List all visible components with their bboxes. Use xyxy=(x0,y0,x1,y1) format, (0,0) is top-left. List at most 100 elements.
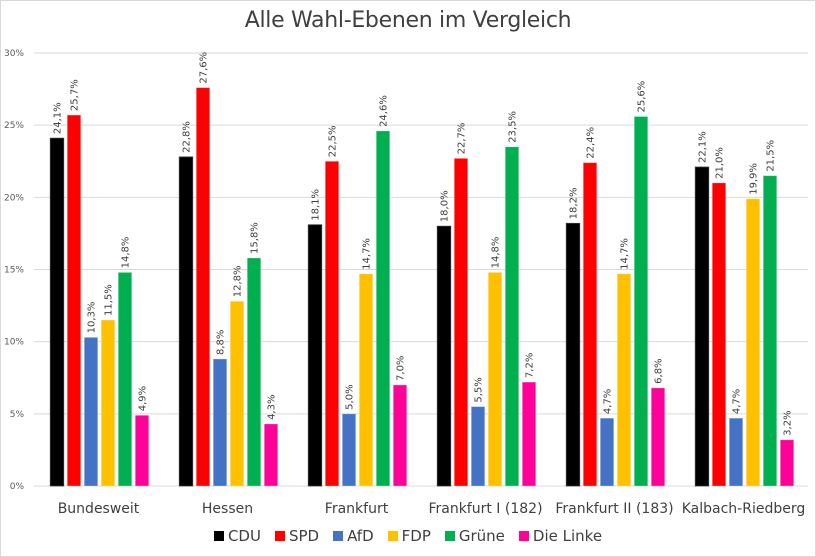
bar-fdp xyxy=(358,273,374,487)
legend-swatch xyxy=(387,531,398,541)
data-label: 18,2% xyxy=(569,188,580,220)
bar-die-linke xyxy=(779,439,795,487)
legend-label: Grüne xyxy=(458,527,505,545)
data-label: 22,1% xyxy=(698,131,709,163)
data-label: 4,3% xyxy=(267,395,278,420)
chart-legend: CDU SPD AfD FDP Grüne Die Linke xyxy=(0,527,816,545)
data-label: 8,8% xyxy=(216,330,227,355)
data-label: 19,9% xyxy=(749,163,760,195)
data-label: 24,1% xyxy=(53,102,64,134)
legend-item: Grüne xyxy=(444,527,505,545)
bar-fdp xyxy=(616,273,632,487)
data-label: 6,8% xyxy=(654,358,665,383)
data-label: 22,5% xyxy=(328,125,339,157)
legend-item: SPD xyxy=(274,527,320,545)
bar-spd xyxy=(711,182,727,487)
data-label: 21,0% xyxy=(715,147,726,179)
data-label: 24,6% xyxy=(379,95,390,127)
chart-title: Alle Wahl-Ebenen im Vergleich xyxy=(244,8,572,33)
data-label: 14,7% xyxy=(362,238,373,270)
bar-afd xyxy=(599,417,615,487)
legend-item: Die Linke xyxy=(518,527,603,545)
bar-afd xyxy=(728,417,744,487)
data-label: 3,2% xyxy=(783,410,794,435)
bar-cdu xyxy=(694,166,710,487)
legend-item: FDP xyxy=(387,527,431,545)
bar-spd xyxy=(195,87,211,487)
data-label: 5,5% xyxy=(474,377,485,402)
data-label: 4,7% xyxy=(732,389,743,414)
bar-spd xyxy=(582,162,598,487)
legend-swatch xyxy=(213,531,224,541)
y-tick-label: 10% xyxy=(4,338,24,348)
data-label: 12,8% xyxy=(233,265,244,297)
data-label: 23,5% xyxy=(508,111,519,143)
data-label: 25,6% xyxy=(637,81,648,113)
legend-label: CDU xyxy=(227,527,261,545)
data-label: 22,7% xyxy=(457,123,468,155)
legend-swatch xyxy=(444,531,455,541)
bar-spd xyxy=(66,114,82,487)
bar-cdu xyxy=(307,224,323,487)
bar-spd xyxy=(324,160,340,487)
bar-die-linke xyxy=(392,384,408,487)
data-label: 14,8% xyxy=(121,237,132,269)
y-tick-label: 15% xyxy=(4,266,24,276)
bar-afd xyxy=(470,406,486,487)
x-category-label: Frankfurt xyxy=(325,501,389,517)
bar-cdu xyxy=(565,222,581,487)
legend-swatch xyxy=(274,531,285,541)
bar-afd xyxy=(341,413,357,487)
data-label: 7,2% xyxy=(525,353,536,378)
legend-label: SPD xyxy=(288,527,320,545)
bar-die-linke xyxy=(263,423,279,487)
bar-fdp xyxy=(745,198,761,487)
bar-fdp xyxy=(229,300,245,487)
data-label: 14,8% xyxy=(491,237,502,269)
data-label: 21,5% xyxy=(766,140,777,172)
bar-cdu xyxy=(178,156,194,487)
x-category-label: Frankfurt II (183) xyxy=(555,501,673,517)
data-label: 14,7% xyxy=(620,238,631,270)
data-label: 7,0% xyxy=(396,356,407,381)
data-label: 11,5% xyxy=(104,284,115,316)
bar-grüne xyxy=(246,257,262,487)
data-label: 27,6% xyxy=(199,52,210,84)
data-label: 18,0% xyxy=(440,190,451,222)
y-tick-label: 0% xyxy=(10,482,25,492)
bar-fdp xyxy=(100,319,116,487)
x-category-label: Frankfurt I (182) xyxy=(428,501,542,517)
data-label: 22,8% xyxy=(182,121,193,153)
bar-die-linke xyxy=(650,387,666,487)
y-tick-label: 25% xyxy=(4,121,24,131)
data-label: 22,4% xyxy=(586,127,597,159)
y-tick-label: 30% xyxy=(4,49,24,59)
bar-die-linke xyxy=(521,381,537,487)
bar-cdu xyxy=(436,225,452,487)
bar-afd xyxy=(212,358,228,487)
legend-item: CDU xyxy=(213,527,261,545)
data-label: 4,9% xyxy=(138,386,149,411)
data-label: 25,7% xyxy=(70,79,81,111)
x-category-label: Bundesweit xyxy=(58,501,140,517)
bar-spd xyxy=(453,157,469,487)
x-category-label: Kalbach-Riedberg xyxy=(682,501,806,517)
bar-grüne xyxy=(762,175,778,487)
legend-label: AfD xyxy=(347,527,374,545)
data-label: 15,8% xyxy=(250,222,261,254)
y-tick-label: 20% xyxy=(4,193,24,203)
legend-swatch xyxy=(518,531,529,541)
bar-cdu xyxy=(49,137,65,487)
bar-grüne xyxy=(633,116,649,487)
bar-die-linke xyxy=(134,414,150,487)
bar-grüne xyxy=(117,271,133,487)
legend-label: Die Linke xyxy=(532,527,603,545)
bar-fdp xyxy=(487,271,503,487)
legend-label: FDP xyxy=(401,527,431,545)
y-tick-label: 5% xyxy=(10,410,25,420)
data-label: 5,0% xyxy=(345,384,356,409)
legend-item: AfD xyxy=(333,527,374,545)
bar-grüne xyxy=(375,130,391,487)
data-label: 4,7% xyxy=(603,389,614,414)
